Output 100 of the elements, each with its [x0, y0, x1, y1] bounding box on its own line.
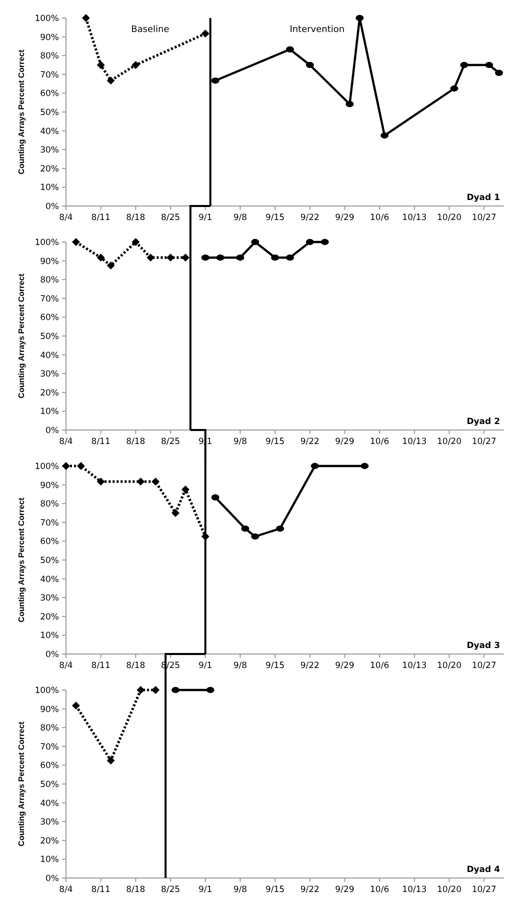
x-tick-label: 8/4 [59, 213, 73, 223]
y-tick-label: 80% [40, 276, 59, 286]
y-tick-label: 90% [40, 32, 59, 43]
y-axis-title: Counting Arrays Percent Correct [17, 273, 26, 398]
x-tick-label: 8/25 [160, 885, 180, 895]
y-tick-label: 80% [40, 52, 59, 62]
y-tick-label: 70% [40, 742, 59, 752]
y-tick-label: 100% [34, 238, 59, 248]
x-tick-label: 10/27 [472, 885, 496, 895]
x-tick-label: 10/6 [370, 885, 390, 895]
y-tick-label: 30% [40, 594, 59, 604]
y-tick-label: 0% [46, 426, 59, 436]
y-axis-title: Counting Arrays Percent Correct [17, 497, 26, 622]
x-tick-label: 8/11 [91, 437, 110, 447]
x-tick-label: 10/6 [370, 437, 390, 447]
y-tick-label: 10% [40, 407, 59, 418]
x-tick-label: 9/29 [335, 437, 354, 447]
x-tick-label: 9/8 [233, 437, 248, 447]
y-tick-label: 20% [40, 164, 59, 174]
x-tick-label: 9/22 [300, 437, 320, 447]
y-tick-label: 40% [40, 126, 59, 137]
x-tick-label: 9/15 [266, 885, 285, 895]
y-tick-label: 10% [40, 631, 59, 642]
y-tick-label: 0% [46, 650, 59, 660]
annotation: Baseline [131, 25, 170, 35]
x-tick-label: 8/18 [126, 661, 146, 671]
y-tick-label: 100% [34, 462, 59, 472]
x-tick-label: 9/22 [300, 213, 320, 223]
y-tick-label: 50% [40, 332, 59, 342]
x-tick-label: 8/25 [160, 437, 180, 447]
x-tick-label: 9/22 [300, 885, 320, 895]
y-axis-title: Counting Arrays Percent Correct [17, 721, 26, 846]
x-tick-label: 10/6 [370, 213, 390, 223]
y-tick-label: 80% [40, 500, 59, 510]
annotation: Intervention [290, 25, 345, 35]
text: Dyad 4 [466, 865, 500, 875]
y-tick-label: 90% [40, 256, 59, 267]
y-tick-label: 20% [40, 388, 59, 398]
y-tick-label: 90% [40, 704, 59, 715]
x-tick-label: 8/11 [91, 661, 110, 671]
x-tick-label: 8/4 [59, 437, 73, 447]
y-tick-label: 40% [40, 574, 59, 585]
y-tick-label: 60% [40, 89, 59, 100]
x-tick-label: 8/25 [160, 213, 180, 223]
y-tick-label: 60% [40, 761, 59, 772]
x-tick-label: 9/29 [335, 885, 354, 895]
y-tick-label: 80% [40, 724, 59, 734]
y-tick-label: 60% [40, 537, 59, 548]
x-tick-label: 10/20 [437, 885, 462, 895]
y-tick-label: 0% [46, 874, 59, 884]
y-tick-label: 20% [40, 836, 59, 846]
y-tick-label: 20% [40, 612, 59, 622]
x-tick-label: 8/18 [126, 437, 146, 447]
x-tick-label: 9/1 [198, 213, 212, 223]
y-tick-label: 10% [40, 855, 59, 866]
x-tick-label: 8/18 [126, 213, 146, 223]
x-tick-label: 9/15 [266, 437, 285, 447]
x-tick-label: 9/22 [300, 661, 320, 671]
y-tick-label: 30% [40, 818, 59, 828]
y-tick-label: 50% [40, 556, 59, 566]
y-tick-label: 70% [40, 70, 59, 80]
y-tick-label: 50% [40, 108, 59, 118]
x-tick-label: 8/18 [126, 885, 146, 895]
y-tick-label: 90% [40, 480, 59, 491]
x-tick-label: 8/11 [91, 213, 110, 223]
x-tick-label: 9/29 [335, 213, 354, 223]
y-tick-label: 30% [40, 370, 59, 380]
x-tick-label: 10/13 [402, 885, 427, 895]
y-axis-title: Counting Arrays Percent Correct [17, 49, 26, 174]
text: Dyad 1 [466, 193, 500, 203]
x-tick-label: 8/4 [59, 885, 73, 895]
x-tick-label: 10/27 [472, 213, 496, 223]
text: Dyad 2 [466, 417, 500, 427]
x-tick-label: 10/6 [370, 661, 390, 671]
y-tick-label: 50% [40, 780, 59, 790]
x-tick-label: 9/1 [198, 885, 212, 895]
y-tick-label: 60% [40, 313, 59, 324]
x-tick-label: 9/8 [233, 885, 248, 895]
y-tick-label: 0% [46, 202, 59, 212]
x-tick-label: 9/29 [335, 661, 354, 671]
y-tick-label: 100% [34, 14, 59, 24]
text: Dyad 3 [466, 641, 500, 651]
x-tick-label: 9/8 [233, 213, 248, 223]
x-tick-label: 9/15 [266, 661, 285, 671]
x-tick-label: 10/20 [437, 213, 462, 223]
x-tick-label: 10/13 [402, 437, 427, 447]
x-tick-label: 10/27 [472, 661, 496, 671]
y-tick-label: 40% [40, 350, 59, 361]
x-tick-label: 10/13 [402, 213, 427, 223]
y-tick-label: 10% [40, 183, 59, 194]
x-tick-label: 9/15 [266, 213, 285, 223]
x-tick-label: 10/20 [437, 437, 462, 447]
x-tick-label: 8/4 [59, 661, 73, 671]
x-tick-label: 10/13 [402, 661, 427, 671]
x-tick-label: 10/27 [472, 437, 496, 447]
y-tick-label: 70% [40, 518, 59, 528]
x-tick-label: 10/20 [437, 661, 462, 671]
y-tick-label: 30% [40, 146, 59, 156]
y-tick-label: 40% [40, 798, 59, 809]
y-tick-label: 100% [34, 686, 59, 696]
